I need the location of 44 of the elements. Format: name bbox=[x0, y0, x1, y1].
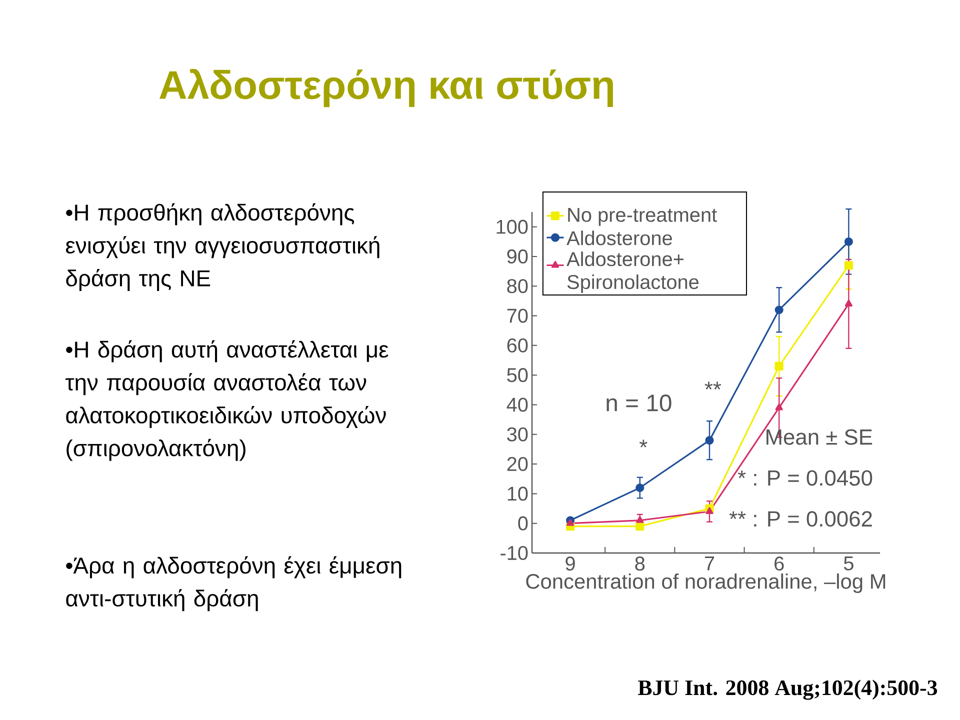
y-tick-label: 10 bbox=[508, 486, 528, 501]
x-axis-title: Concentration of noradrenaline, –log M bbox=[526, 573, 886, 593]
annotation: Mean ± SE bbox=[766, 429, 872, 445]
point bbox=[636, 483, 644, 492]
legend-label: No pre-treatment bbox=[568, 208, 717, 226]
chart-title: Αλδοστερόνη και στύση bbox=[160, 68, 613, 108]
y-tick-label: -10 bbox=[500, 546, 528, 560]
annotation: * : P = 0.0450 bbox=[738, 470, 872, 486]
x-tick-label: 7 bbox=[704, 556, 714, 570]
y-tick-label: 40 bbox=[506, 398, 528, 412]
point bbox=[844, 300, 853, 306]
x-tick-label: 8 bbox=[635, 556, 645, 571]
point bbox=[705, 436, 714, 445]
point bbox=[636, 516, 644, 523]
point bbox=[844, 237, 853, 246]
point bbox=[774, 306, 784, 314]
text: •Άρα η αλδοστερόνη έχει έμμεση αντι-στυτική δράση bbox=[66, 556, 402, 612]
point bbox=[774, 362, 784, 370]
legend-label: Aldosterone bbox=[566, 230, 672, 246]
x-tick-label: 5 bbox=[844, 556, 854, 570]
y-tick-label: 0 bbox=[518, 516, 528, 530]
text: •Η προσθήκη αλδοστερόνης ενισχύει την αγγειοσυσπαστική δράση της ΝΕ bbox=[66, 203, 380, 291]
x-tick-label: 6 bbox=[774, 556, 784, 571]
annotation: n = 10 bbox=[606, 394, 672, 412]
y-tick-label: 30 bbox=[507, 427, 528, 442]
y-tick-label: 60 bbox=[507, 338, 528, 352]
text: BJU Int. 2008 Aug;102(4):500-3 bbox=[638, 680, 938, 700]
annotation: ** : P = 0.0062 bbox=[729, 511, 872, 527]
y-tick-label: 20 bbox=[507, 456, 528, 472]
legend-label: Aldosterone+ Spironolactone bbox=[566, 252, 699, 294]
point bbox=[706, 507, 714, 514]
y-tick-label: 100 bbox=[496, 220, 528, 234]
annotation: ** bbox=[704, 382, 722, 390]
y-tick-label: 50 bbox=[507, 368, 528, 382]
point bbox=[636, 522, 644, 531]
point bbox=[844, 261, 853, 270]
annotation: * bbox=[639, 440, 648, 448]
x-tick-label: 9 bbox=[566, 556, 575, 571]
y-tick-label: 70 bbox=[507, 308, 528, 323]
y-tick-label: 90 bbox=[507, 249, 528, 264]
point bbox=[566, 519, 574, 526]
text: •Η δράση αυτή αναστέλλεται με την παρουσία αναστολέα των αλατοκορτικοειδικών υποδοχών (σπιρονολακτόνη) bbox=[66, 340, 388, 461]
point bbox=[775, 403, 783, 410]
y-tick-label: 80 bbox=[507, 279, 528, 294]
